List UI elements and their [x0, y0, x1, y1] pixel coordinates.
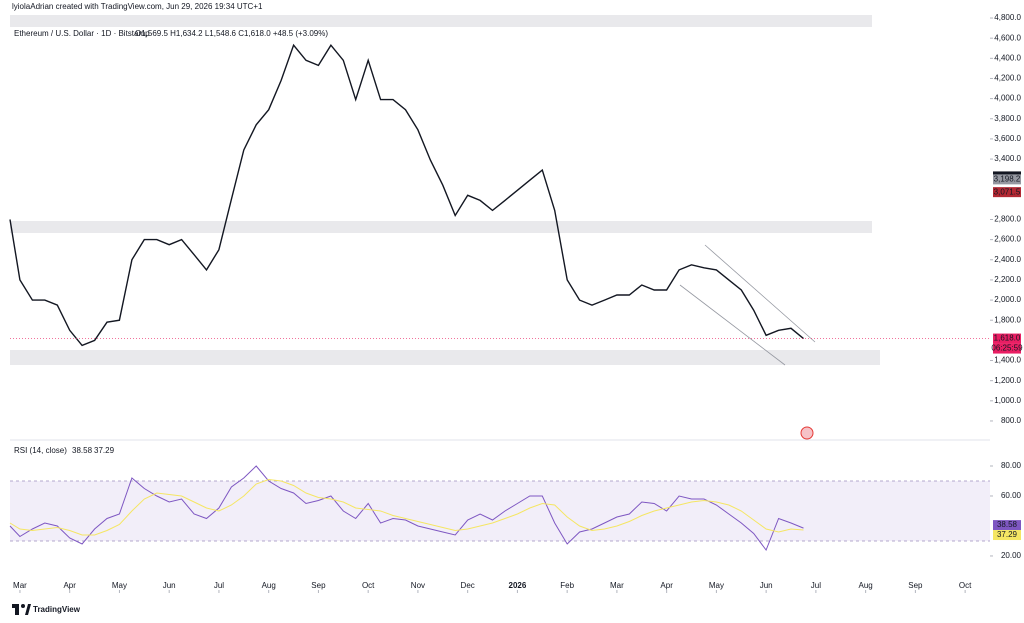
- x-tick-label: Dec: [461, 581, 475, 590]
- y-tick-label: 4,800.0: [994, 13, 1021, 22]
- x-tick-label: Nov: [411, 581, 425, 590]
- countdown-tag: [993, 343, 1021, 354]
- x-tick-label: 2026: [509, 581, 527, 590]
- y-tick-label: 1,800.0: [994, 315, 1021, 324]
- x-tick-label: Jul: [214, 581, 224, 590]
- value-tag: [993, 520, 1021, 531]
- price-tag: [993, 333, 1021, 344]
- series-line: [9, 478, 804, 536]
- y-tick-label: 2,000.0: [994, 295, 1021, 304]
- price-tag-label: 3,071.5: [994, 187, 1021, 196]
- price-tag-label: 3,198.2: [994, 174, 1021, 183]
- y-tick-label: 3,400.0: [994, 154, 1021, 163]
- y-tick-label: 3,800.0: [994, 114, 1021, 123]
- logo-dot: [21, 604, 25, 608]
- price-tag: [993, 174, 1021, 185]
- y-tick-label: 4,200.0: [994, 74, 1021, 83]
- ohlc: O1,569.5 H1,634.2 L1,548.6 C1,618.0 +48.…: [135, 29, 328, 38]
- y-tick-label: 20.00: [1001, 551, 1022, 560]
- y-tick-label: 60.00: [1001, 491, 1022, 500]
- brand: TradingView: [33, 605, 81, 614]
- y-tick-label: 4,000.0: [994, 94, 1021, 103]
- series-line: [9, 43, 804, 347]
- x-tick-label: Oct: [959, 581, 972, 590]
- x-tick-label: May: [709, 581, 724, 590]
- y-tick-label: 2,600.0: [994, 235, 1021, 244]
- value-tag-label: 37.29: [997, 530, 1018, 539]
- logo: [12, 604, 31, 615]
- y-tick-label: 3,600.0: [994, 134, 1021, 143]
- x-tick-label: May: [112, 581, 127, 590]
- series-line: [9, 465, 804, 552]
- x-tick-label: Sep: [908, 581, 923, 590]
- x-tick-label: Aug: [262, 581, 276, 590]
- credit: lyiolaAdrian created with TradingView.co…: [12, 2, 263, 11]
- logo-shape: [25, 604, 31, 615]
- price-tag-label: 1,618.0: [994, 334, 1021, 343]
- channel-line: [679, 284, 786, 366]
- x-tick-label: Apr: [63, 581, 76, 590]
- symbol: Ethereum / U.S. Dollar · 1D · Bitstamp: [14, 29, 150, 38]
- zone: [10, 15, 872, 27]
- indicator-value: 37.29: [94, 446, 115, 455]
- x-tick-label: Jul: [811, 581, 821, 590]
- x-tick-label: Oct: [362, 581, 375, 590]
- event-icon[interactable]: [800, 426, 814, 440]
- indicator-title: RSI (14, close): [14, 446, 67, 455]
- x-tick-label: Mar: [610, 581, 624, 590]
- x-tick-label: Jun: [760, 581, 773, 590]
- x-tick-label: Apr: [660, 581, 673, 590]
- zone: [10, 350, 880, 365]
- y-tick-label: 1,200.0: [994, 376, 1021, 385]
- value-tag-label: 38.58: [997, 520, 1018, 529]
- x-tick-label: Mar: [13, 581, 27, 590]
- y-tick-label: 80.00: [1001, 461, 1022, 470]
- y-tick-label: 800.0: [1001, 416, 1022, 425]
- x-tick-label: Sep: [311, 581, 326, 590]
- zone: [10, 221, 872, 233]
- y-tick-label: 2,400.0: [994, 255, 1021, 264]
- value-tag: [993, 530, 1021, 541]
- rsi-band: [10, 480, 990, 541]
- price-tag: [993, 187, 1021, 198]
- x-tick-label: Aug: [859, 581, 873, 590]
- y-tick-label: 2,200.0: [994, 275, 1021, 284]
- y-tick-label: 2,800.0: [994, 215, 1021, 224]
- logo-bar: [15, 604, 19, 615]
- y-tick-label: 1,400.0: [994, 356, 1021, 365]
- y-tick-label: 4,600.0: [994, 33, 1021, 42]
- indicator-value: 38.58: [72, 446, 93, 455]
- countdown: 06:25:59: [991, 344, 1023, 353]
- channel-line: [704, 244, 816, 343]
- x-tick-label: Jun: [163, 581, 176, 590]
- y-tick-label: 1,000.0: [994, 396, 1021, 405]
- x-tick-label: Feb: [560, 581, 574, 590]
- y-tick-label: 4,400.0: [994, 53, 1021, 62]
